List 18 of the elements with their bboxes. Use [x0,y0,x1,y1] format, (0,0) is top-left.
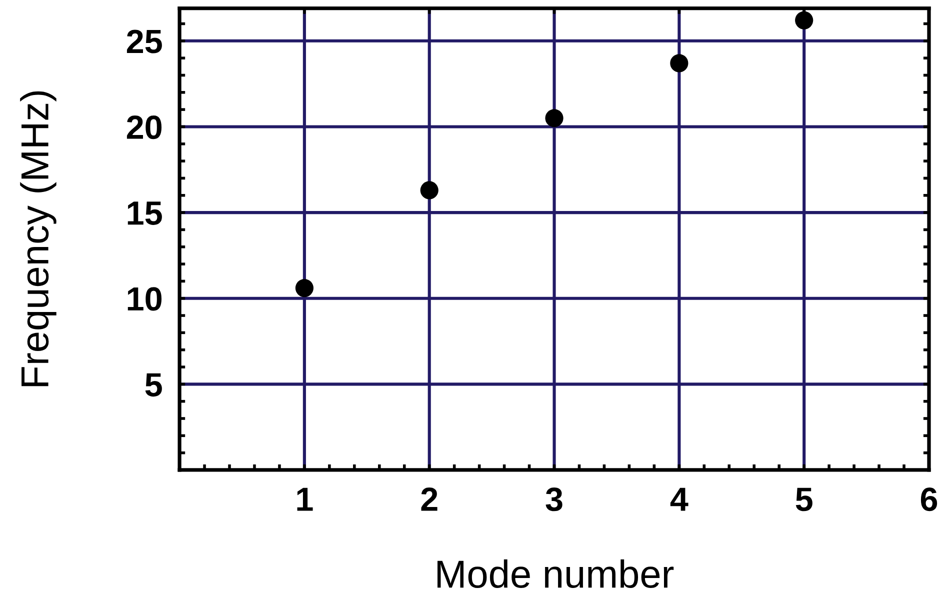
x-tick-label: 6 [920,488,938,512]
x-tick-label: 3 [546,488,562,512]
y-axis-title: Frequency (MHz) [20,91,56,386]
x-axis-title: Mode number [437,559,674,588]
point [545,109,564,128]
x-tick-label: 4 [670,488,688,511]
x-tick-label: 1 [297,488,313,511]
point [295,279,314,298]
y-tick-label: 10 [128,287,162,311]
y-tick-label: 25 [126,30,162,54]
point [795,11,814,30]
y-tick-label: 5 [145,373,162,397]
point [670,54,688,72]
y-tick-label: 20 [126,116,162,140]
x-tick-label: 2 [421,488,438,511]
y-tick-label: 15 [128,202,162,225]
point [420,181,438,200]
x-tick-label: 5 [796,488,812,512]
